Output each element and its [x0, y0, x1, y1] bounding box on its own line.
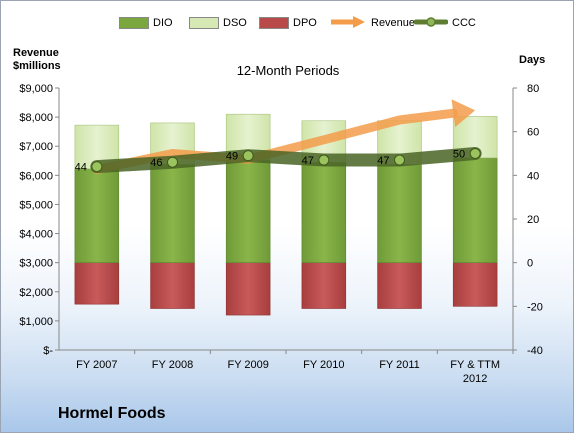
dio-bar	[452, 157, 498, 263]
ccc-data-label: 46	[150, 157, 162, 169]
category-label: FY 2011	[379, 359, 420, 371]
right-axis-title: Days	[519, 54, 546, 66]
legend-bar-swatch	[189, 17, 219, 29]
legend-arrow-swatch	[329, 15, 367, 32]
dpo-bar	[150, 262, 195, 309]
left-tick-label: $8,000	[19, 112, 53, 124]
left-tick-label: $7,000	[19, 141, 53, 153]
legend-label: Revenue	[371, 17, 416, 29]
dio-bar	[150, 164, 195, 263]
ccc-data-label: 49	[226, 151, 238, 163]
chart-title: 12-Month Periods	[236, 63, 340, 78]
ccc-line	[90, 147, 482, 174]
category-label: FY 2007	[76, 359, 117, 371]
right-tick-label: 40	[527, 170, 539, 182]
legend-item-dio: DIO	[119, 15, 173, 31]
category-label: FY 2009	[227, 359, 268, 371]
right-tick-label: 60	[527, 127, 539, 139]
ccc-line-series: 44 46 49 47 47 50	[75, 147, 482, 174]
legend-item-ccc: CCC	[413, 15, 476, 32]
ccc-data-label: 44	[75, 162, 87, 174]
right-tick-label: 80	[527, 83, 539, 95]
legend-line-marker-swatch	[413, 15, 449, 32]
dpo-bar	[301, 262, 347, 309]
dpo-bar	[452, 262, 498, 307]
left-tick-label: $6,000	[19, 170, 53, 182]
right-tick-label: -40	[527, 345, 543, 357]
left-tick-label: $-	[43, 345, 53, 357]
ccc-point	[242, 150, 254, 162]
category-label: FY 2010	[303, 359, 344, 371]
left-tick-label: $5,000	[19, 199, 53, 211]
legend-label: DIO	[153, 17, 173, 29]
dpo-bar	[225, 262, 271, 316]
ccc-point	[91, 161, 103, 173]
category-label: FY & TTM 2012	[450, 359, 500, 385]
dio-bar	[74, 168, 120, 263]
dio-bar	[377, 164, 422, 263]
right-tick-label: 20	[527, 214, 539, 226]
category-labels: FY 2007 FY 2008 FY 2009 FY 2010 FY 2011 FY & …	[76, 359, 500, 385]
dpo-bar	[377, 262, 422, 309]
dpo-bar	[74, 262, 120, 305]
dio-bar	[225, 159, 271, 263]
ccc-data-label: 47	[302, 155, 314, 167]
legend-item-dso: DSO	[189, 15, 247, 31]
ccc-point	[318, 154, 330, 166]
revenue-arrowhead	[451, 99, 476, 128]
revenue-arrow-series	[92, 99, 476, 175]
bars	[74, 113, 498, 316]
left-tick-label: $3,000	[19, 258, 53, 270]
legend-label: DPO	[293, 17, 317, 29]
legend-label: DSO	[223, 17, 247, 29]
left-tick-label: $2,000	[19, 287, 53, 299]
legend-bar-swatch	[259, 17, 289, 29]
company-name: Hormel Foods	[58, 405, 166, 422]
ccc-point	[469, 148, 481, 159]
left-tick-label: $1,000	[19, 316, 53, 328]
left-axis-title: Revenue $millions	[13, 47, 61, 72]
legend-label: CCC	[452, 17, 476, 29]
right-tick-label: 0	[527, 258, 533, 270]
ccc-point	[394, 154, 405, 166]
axes: $- $1,000 $2,000 $3,000 $4,000 $5,000 $6,000 $7…	[19, 83, 543, 357]
left-tick-label: $4,000	[19, 229, 53, 241]
ccc-data-label: 47	[377, 155, 389, 167]
dio-bar	[301, 161, 347, 263]
left-tick-label: $9,000	[19, 83, 53, 95]
right-tick-label: -20	[527, 301, 543, 313]
legend-item-dpo: DPO	[259, 15, 317, 31]
revenue-line	[92, 108, 458, 175]
category-label: FY 2008	[152, 359, 193, 371]
legend-item-revenue: Revenue	[329, 15, 415, 31]
ccc-data-label: 50	[453, 149, 465, 161]
ccc-point	[167, 156, 178, 168]
legend-bar-swatch	[119, 17, 149, 29]
